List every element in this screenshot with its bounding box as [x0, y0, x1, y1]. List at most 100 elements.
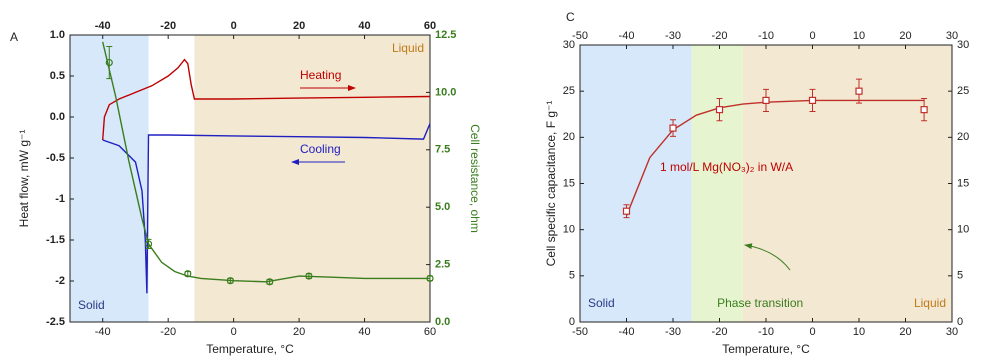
panel-label: A — [10, 30, 18, 44]
x-axis-label: Temperature, °C — [722, 342, 810, 356]
transition-arrow — [744, 243, 791, 271]
marker — [762, 96, 770, 105]
x-tick-label: 40 — [358, 326, 370, 338]
top-tick-label: 40 — [358, 20, 370, 32]
y2-tick-label: 5 — [957, 270, 963, 282]
region — [742, 45, 952, 322]
y2-tick-label: 10 — [957, 224, 969, 236]
y2-tick-label: 5.0 — [435, 201, 450, 213]
y-tick-label: 5 — [569, 270, 575, 282]
series-line — [102, 123, 431, 294]
top-tick-label: 0 — [809, 30, 815, 42]
marker — [144, 240, 153, 248]
y-tick-label: 0.5 — [50, 70, 65, 82]
region-label: Liquid — [914, 296, 946, 310]
top-tick-label: 20 — [899, 30, 911, 42]
y2-tick-label: 7.5 — [435, 144, 450, 156]
y-tick-label: -0.5 — [46, 152, 65, 164]
marker — [226, 277, 234, 285]
y-axis-label: Cell specific capacitance, F g⁻¹ — [544, 101, 558, 267]
series-line — [102, 58, 431, 141]
x-tick-label: 20 — [293, 326, 305, 338]
region-label: Liquid — [392, 41, 424, 55]
top-tick-label: -50 — [572, 30, 588, 42]
y2-tick-label: 15 — [957, 177, 969, 189]
series-line — [625, 99, 925, 217]
y-tick-label: 30 — [563, 39, 575, 51]
x-tick-label: -40 — [95, 326, 111, 338]
top-tick-label: 0 — [231, 20, 237, 32]
y-tick-label: -2.5 — [46, 316, 65, 328]
x-axis-label: Temperature, °C — [206, 342, 294, 356]
region-label: Phase transition — [717, 296, 803, 310]
x-tick-label: -20 — [712, 326, 728, 338]
y-tick-label: 20 — [563, 131, 575, 143]
marker — [105, 58, 113, 67]
region — [70, 35, 149, 322]
x-tick-label: 0 — [809, 326, 815, 338]
marker — [426, 274, 434, 282]
x-tick-label: -20 — [160, 326, 176, 338]
x-tick-label: 30 — [946, 326, 958, 338]
y2-tick-label: 10.0 — [435, 86, 456, 98]
y2-tick-label: 0 — [957, 316, 963, 328]
marker — [622, 207, 631, 215]
y-tick-label: 0.0 — [50, 111, 65, 123]
y2-tick-label: 30 — [957, 39, 969, 51]
plot-frame — [69, 34, 431, 323]
y-tick-label: 1.0 — [50, 29, 65, 41]
y2-tick-label: 25 — [957, 85, 969, 97]
region-label: Solid — [78, 298, 105, 312]
top-tick-label: -30 — [665, 30, 681, 42]
top-tick-label: -10 — [758, 30, 774, 42]
y-tick-label: -1 — [55, 193, 65, 205]
series-line — [102, 41, 430, 283]
marker — [808, 96, 817, 105]
marker — [920, 106, 928, 114]
y2-tick-label: 0.0 — [435, 316, 450, 328]
panel-label: C — [566, 10, 575, 24]
top-tick-label: -40 — [619, 30, 635, 42]
y2-tick-label: 2.5 — [435, 259, 450, 271]
x-tick-label: -40 — [619, 326, 635, 338]
top-tick-label: -20 — [160, 20, 176, 32]
top-tick-label: 30 — [946, 30, 958, 42]
top-tick-label: 60 — [424, 20, 436, 32]
x-tick-label: 60 — [424, 326, 436, 338]
x-tick-label: -30 — [665, 326, 681, 338]
annotation: 1 mol/L Mg(NO₃)₂ in W/A — [660, 160, 793, 174]
top-tick-label: 20 — [293, 20, 305, 32]
top-tick-label: -40 — [95, 20, 111, 32]
y2-tick-label: 20 — [957, 131, 969, 143]
annotation: Cooling — [300, 142, 341, 156]
y-tick-label: -2 — [55, 275, 65, 287]
x-tick-label: 0 — [231, 326, 237, 338]
marker — [669, 124, 677, 132]
marker — [305, 272, 313, 280]
y-tick-label: -1.5 — [46, 234, 65, 246]
marker — [715, 106, 724, 114]
top-tick-label: -20 — [712, 30, 728, 42]
region-label: Solid — [588, 296, 615, 310]
marker — [855, 87, 863, 95]
x-tick-label: 10 — [853, 326, 865, 338]
y-axis-label: Heat flow, mW g⁻¹ — [17, 130, 31, 228]
y-tick-label: 15 — [563, 177, 575, 189]
y-tick-label: 0 — [569, 316, 575, 328]
y2-tick-label: 12.5 — [435, 29, 456, 41]
x-tick-label: -10 — [758, 326, 774, 338]
region — [580, 45, 692, 322]
y-tick-label: 25 — [563, 85, 575, 97]
charts: SolidLiquid-40-40-20-2000202040406060-2.… — [10, 10, 969, 356]
region — [691, 45, 743, 322]
x-tick-label: -50 — [572, 326, 588, 338]
x-tick-label: 20 — [899, 326, 911, 338]
marker — [266, 278, 274, 286]
top-tick-label: 10 — [853, 30, 865, 42]
region — [194, 35, 430, 322]
annotation: Heating — [300, 68, 341, 82]
y-tick-label: 10 — [563, 224, 575, 236]
y2-axis-label: Cell resistance, ohm — [468, 124, 482, 233]
marker — [184, 270, 192, 278]
